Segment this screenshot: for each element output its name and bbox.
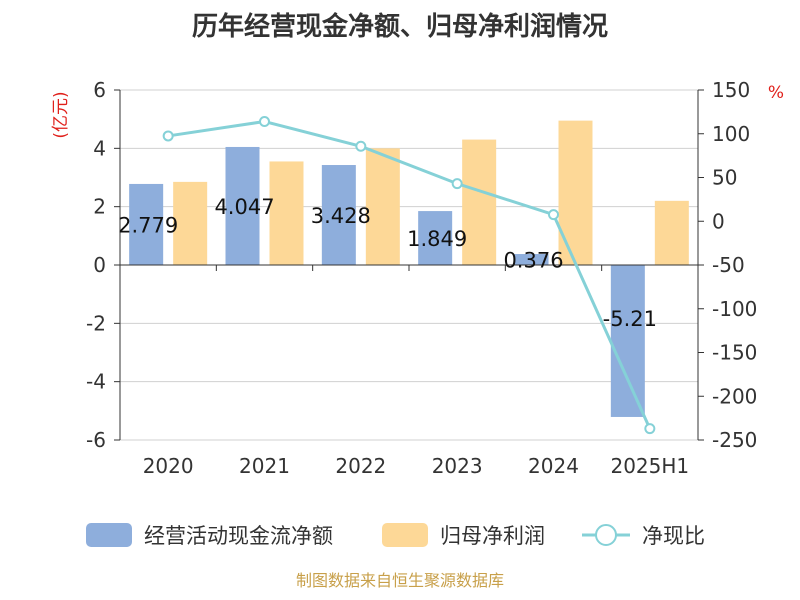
net-profit-bar <box>558 120 593 265</box>
left-tick-label: 6 <box>93 78 106 102</box>
x-tick-label: 2022 <box>335 454 386 478</box>
right-tick-label: -150 <box>712 341 757 365</box>
ratio-point <box>355 140 367 152</box>
net-profit-bar <box>654 200 689 265</box>
legend-label-net-profit: 归母净利润 <box>440 524 545 548</box>
axes: 6 4 2 0 -2 -4 -6 150 100 50 0 -50 -100 -150 -200 -250 20… <box>86 78 757 478</box>
x-tick-label: 2024 <box>528 454 579 478</box>
legend-label-ratio: 净现比 <box>642 524 705 548</box>
left-axis-unit: (亿元) <box>51 91 71 138</box>
x-tick-label: 2023 <box>432 454 483 478</box>
cash-flow-bar <box>610 265 645 417</box>
net-profit-bar <box>365 148 400 265</box>
x-tick-label: 2025H1 <box>610 454 689 478</box>
cash-flow-bar <box>129 183 164 265</box>
right-tick-label: -50 <box>712 253 745 277</box>
cash-flow-data-label: 1.849 <box>407 227 467 251</box>
right-tick-label: 100 <box>712 122 750 146</box>
right-tick-label: 50 <box>712 166 737 190</box>
cash-flow-data-label: -5.21 <box>603 307 657 331</box>
right-tick-label: 150 <box>712 78 750 102</box>
left-tick-label: 0 <box>93 253 106 277</box>
cash-flow-data-label: 0.376 <box>503 249 563 273</box>
cash-flow-bar <box>225 146 260 265</box>
x-tick-label: 2021 <box>239 454 290 478</box>
legend-swatch-net-profit <box>382 523 428 547</box>
ratio-line <box>167 119 652 430</box>
right-axis-unit: % <box>768 83 784 103</box>
cash-flow-bar <box>514 254 549 265</box>
cash-flow-data-label: 3.428 <box>311 204 371 228</box>
grid-lines <box>120 89 698 441</box>
net-profit-bar <box>269 161 304 265</box>
right-tick-label: -250 <box>712 428 757 452</box>
cash-flow-bar <box>321 165 356 265</box>
ratio-point <box>548 209 559 221</box>
x-tick-label: 2020 <box>143 454 194 478</box>
net-profit-bar <box>173 181 208 265</box>
bar-layer <box>129 120 689 417</box>
left-tick-label: 4 <box>93 136 106 160</box>
ratio-point <box>644 423 656 435</box>
left-tick-label: -6 <box>86 428 106 452</box>
left-tick-label: -4 <box>86 370 106 394</box>
legend-swatch-cash-flow <box>86 523 132 547</box>
right-tick-label: -200 <box>712 384 757 408</box>
net-profit-bar <box>462 139 497 265</box>
left-tick-label: 2 <box>93 195 106 219</box>
legend-label-cash-flow: 经营活动现金流净额 <box>144 524 333 548</box>
chart-title: 历年经营现金净额、归母净利润情况 <box>192 11 608 42</box>
legend: 经营活动现金流净额 归母净利润 净现比 <box>86 523 705 548</box>
cash-flow-bar <box>418 211 453 265</box>
cash-flow-data-label: 2.779 <box>118 213 178 237</box>
right-tick-label: 0 <box>712 209 725 233</box>
ratio-point <box>162 130 174 142</box>
ratio-point <box>259 116 270 127</box>
bar-label-layer: 2.779 4.047 3.428 1.849 0.376 -5.21 <box>118 195 657 331</box>
line-layer <box>162 116 656 435</box>
ratio-point <box>451 178 463 190</box>
legend-swatch-ratio-marker <box>595 524 617 546</box>
source-note: 制图数据来自恒生聚源数据库 <box>296 571 504 590</box>
cash-flow-data-label: 4.047 <box>214 195 274 219</box>
left-tick-label: -2 <box>86 311 106 335</box>
right-tick-label: -100 <box>712 297 757 321</box>
